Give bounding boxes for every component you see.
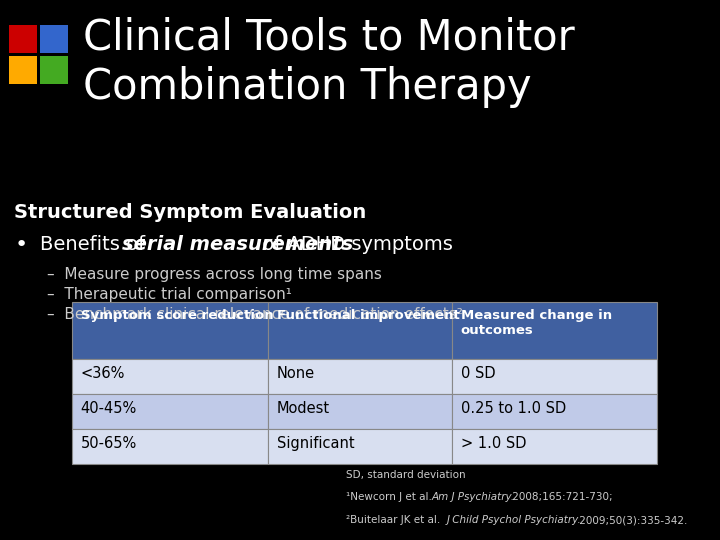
Text: 40-45%: 40-45% <box>81 401 137 416</box>
Bar <box>268 429 452 464</box>
Text: J Child Psychol Psychiatry.: J Child Psychol Psychiatry. <box>446 515 581 525</box>
Text: Clinical Tools to Monitor
Combination Therapy: Clinical Tools to Monitor Combination Th… <box>83 16 575 109</box>
Bar <box>268 359 452 394</box>
Text: 50-65%: 50-65% <box>81 436 137 451</box>
Text: None: None <box>276 366 315 381</box>
Text: Measured change in
outcomes: Measured change in outcomes <box>461 309 612 337</box>
Text: ²Buitelaar JK et al.: ²Buitelaar JK et al. <box>346 515 443 525</box>
Bar <box>72 429 268 464</box>
Text: 0.25 to 1.0 SD: 0.25 to 1.0 SD <box>461 401 566 416</box>
Text: Am J Psychiatry.: Am J Psychiatry. <box>432 492 515 503</box>
Text: –  Measure progress across long time spans: – Measure progress across long time span… <box>47 267 382 282</box>
Bar <box>268 394 452 429</box>
Bar <box>40 56 68 84</box>
Bar <box>72 302 268 359</box>
Text: Symptom score reduction: Symptom score reduction <box>81 309 274 322</box>
Bar <box>40 25 68 53</box>
Text: of ADHD symptoms: of ADHD symptoms <box>256 235 452 254</box>
Bar <box>452 394 657 429</box>
Text: > 1.0 SD: > 1.0 SD <box>461 436 526 451</box>
Text: Modest: Modest <box>276 401 330 416</box>
Text: •: • <box>14 235 27 255</box>
Text: –  Therapeutic trial comparison¹: – Therapeutic trial comparison¹ <box>47 287 292 302</box>
Text: –  Benchmark clinical relevance of medication effects²: – Benchmark clinical relevance of medica… <box>47 307 463 322</box>
Text: SD, standard deviation: SD, standard deviation <box>346 470 465 480</box>
Text: Structured Symptom Evaluation: Structured Symptom Evaluation <box>14 202 366 221</box>
Text: 2009;50(3):335-342.: 2009;50(3):335-342. <box>576 515 688 525</box>
Text: Benefits of: Benefits of <box>40 235 151 254</box>
Bar <box>72 394 268 429</box>
Bar <box>452 429 657 464</box>
Bar <box>452 359 657 394</box>
Text: Functional improvement: Functional improvement <box>276 309 459 322</box>
Bar <box>9 56 37 84</box>
Text: 2008;165:721-730;: 2008;165:721-730; <box>509 492 613 503</box>
Text: 0 SD: 0 SD <box>461 366 495 381</box>
Bar <box>452 302 657 359</box>
Bar <box>72 359 268 394</box>
Text: ¹Newcorn J et al.: ¹Newcorn J et al. <box>346 492 435 503</box>
Text: serial measurements: serial measurements <box>122 235 354 254</box>
Text: Significant: Significant <box>276 436 354 451</box>
Text: <36%: <36% <box>81 366 125 381</box>
Bar <box>268 302 452 359</box>
Bar <box>9 25 37 53</box>
